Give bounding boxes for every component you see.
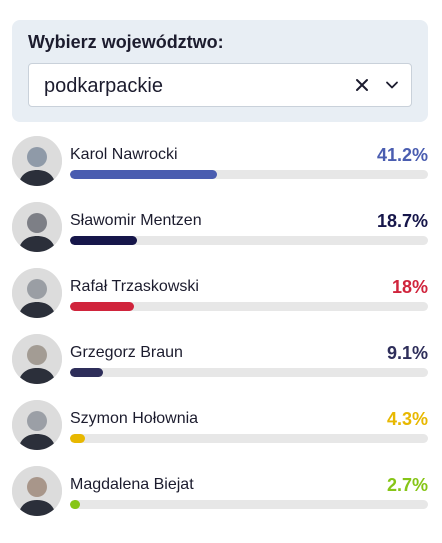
region-select[interactable]: podkarpackie [28, 63, 412, 107]
candidate-name: Szymon Hołownia [70, 410, 199, 427]
candidate-row: Rafał Trzaskowski 18% [0, 268, 442, 328]
candidate-name: Magdalena Biejat [70, 476, 194, 493]
result-bar-fill [70, 302, 134, 311]
candidate-percent: 9.1% [386, 343, 428, 363]
chevron-down-icon[interactable] [382, 75, 402, 95]
result-bar-track [70, 170, 428, 179]
result-bar-track [70, 368, 428, 377]
avatar [12, 136, 62, 186]
avatar [12, 466, 62, 516]
candidate-percent: 41.2% [376, 145, 428, 165]
result-bar-fill [70, 500, 80, 509]
result-bar-fill [70, 368, 103, 377]
candidate-percent: 18% [391, 277, 428, 297]
result-bar-track [70, 500, 428, 509]
candidate-name: Rafał Trzaskowski [70, 278, 199, 295]
clear-icon[interactable] [352, 75, 372, 95]
candidate-row: Magdalena Biejat 2.7% [0, 466, 442, 526]
result-bar-fill [70, 170, 217, 179]
result-bar-track [70, 302, 428, 311]
avatar [12, 400, 62, 450]
candidate-percent: 2.7% [386, 475, 428, 495]
region-selector-panel: Wybierz województwo: podkarpackie [12, 20, 428, 122]
avatar [12, 202, 62, 252]
result-bar-track [70, 236, 428, 245]
candidate-percent: 4.3% [386, 409, 428, 429]
avatar [12, 334, 62, 384]
result-bar-track [70, 434, 428, 443]
result-bar-fill [70, 434, 85, 443]
avatar [12, 268, 62, 318]
candidate-percent: 18.7% [376, 211, 428, 231]
candidate-name: Karol Nawrocki [70, 146, 178, 163]
candidate-name: Grzegorz Braun [70, 344, 183, 361]
candidate-row: Karol Nawrocki 41.2% [0, 136, 442, 196]
result-bar-fill [70, 236, 137, 245]
candidate-row: Sławomir Mentzen 18.7% [0, 202, 442, 262]
region-selector-label: Wybierz województwo: [28, 32, 224, 52]
candidate-row: Grzegorz Braun 9.1% [0, 334, 442, 394]
candidate-row: Szymon Hołownia 4.3% [0, 400, 442, 460]
region-select-value: podkarpackie [44, 75, 163, 97]
candidate-name: Sławomir Mentzen [70, 212, 202, 229]
